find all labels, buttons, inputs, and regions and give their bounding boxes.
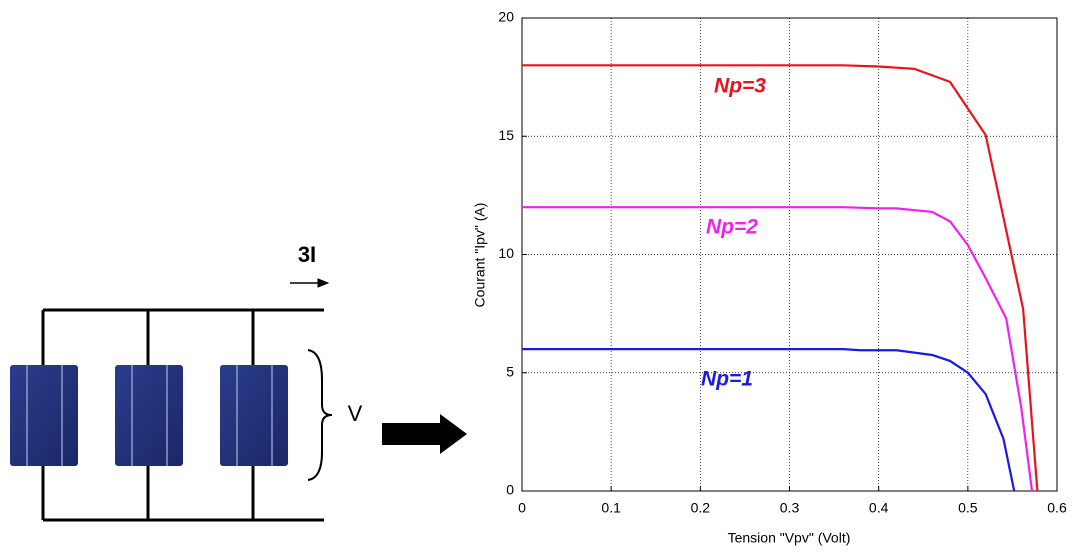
y-tick-label: 5	[506, 363, 514, 379]
solar-cell	[10, 365, 78, 466]
solar-cell	[220, 365, 288, 466]
y-tick-label: 20	[498, 9, 514, 25]
x-tick-label: 0.1	[601, 500, 621, 516]
series-line	[522, 206, 1034, 492]
x-axis-label: Tension "Vpv" (Volt)	[728, 530, 851, 546]
x-tick-label: 0	[518, 500, 526, 516]
series-label: Np=1	[701, 368, 753, 391]
x-tick-label: 0.3	[780, 500, 800, 516]
solar-cell	[115, 365, 183, 466]
series-label: Np=3	[714, 75, 766, 98]
voltage-label: V	[348, 401, 363, 426]
y-tick-label: 15	[498, 127, 514, 143]
series-line	[522, 64, 1039, 492]
y-tick-label: 0	[506, 482, 514, 498]
x-tick-label: 0.2	[691, 500, 711, 516]
y-axis-label: Courant "Ipv" (A)	[472, 203, 488, 308]
circuit-diagram	[41, 278, 467, 522]
series-label: Np=2	[706, 216, 758, 239]
y-tick-label: 10	[498, 245, 514, 261]
x-tick-label: 0.4	[869, 500, 889, 516]
x-tick-label: 0.6	[1047, 500, 1067, 516]
solar-cells	[10, 365, 288, 466]
series-line	[522, 348, 1016, 492]
current-label: 3I	[298, 242, 316, 267]
x-tick-label: 0.5	[958, 500, 978, 516]
